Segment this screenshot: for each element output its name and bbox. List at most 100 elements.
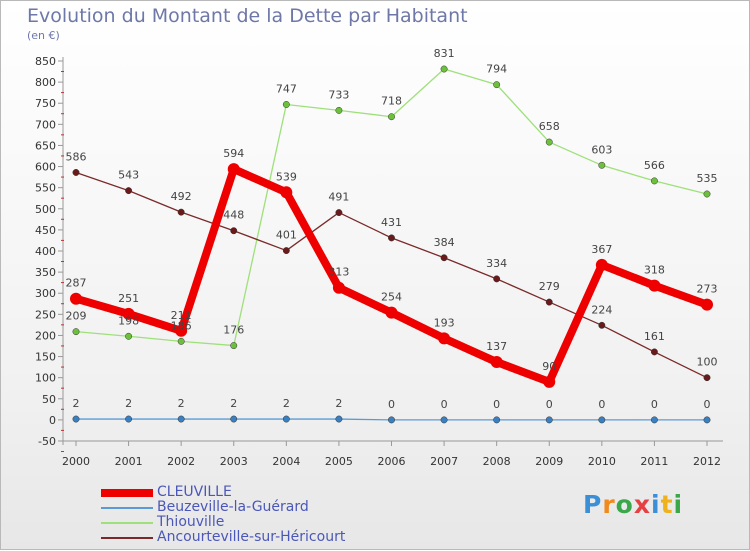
data-label: 273	[697, 283, 718, 296]
y-tick-label: 450	[35, 224, 56, 237]
x-tick-label: 2006	[378, 455, 406, 468]
y-tick-label: 100	[35, 372, 56, 385]
legend-label: Beuzeville-la-Guérard	[157, 499, 309, 515]
y-tick-label: 700	[35, 118, 56, 131]
data-point	[177, 337, 185, 345]
data-point	[545, 298, 553, 306]
data-label: 100	[697, 356, 718, 369]
series-line-3	[75, 171, 708, 379]
data-point	[282, 247, 290, 255]
data-point	[493, 275, 501, 283]
data-label: 492	[171, 190, 192, 203]
data-label: 0	[388, 398, 395, 411]
data-point	[72, 415, 80, 423]
data-label: 0	[704, 398, 711, 411]
data-label: 279	[539, 280, 560, 293]
legend-swatch	[101, 522, 153, 524]
logo-letter: x	[633, 490, 651, 519]
logo-letter: o	[615, 490, 634, 519]
data-point	[703, 190, 711, 198]
x-tick-label: 2012	[693, 455, 721, 468]
data-point	[282, 101, 290, 108]
data-point	[493, 416, 501, 424]
data-label: 90	[542, 360, 556, 373]
x-tick-label: 2003	[220, 455, 248, 468]
y-tick-label: 50	[42, 393, 56, 406]
data-label: 287	[66, 277, 87, 290]
data-label: 384	[434, 236, 455, 249]
data-point	[177, 415, 185, 423]
data-point	[703, 374, 711, 382]
x-tick-label: 2007	[430, 455, 458, 468]
data-point	[388, 234, 395, 242]
legend-item: CLEUVILLE	[101, 485, 401, 500]
data-label: 658	[539, 120, 560, 133]
data-point	[650, 416, 658, 424]
data-point	[72, 328, 80, 336]
data-point	[125, 332, 133, 340]
data-point	[598, 321, 606, 329]
x-tick-label: 2001	[115, 455, 143, 468]
data-label: 224	[591, 303, 612, 316]
x-tick-label: 2009	[535, 455, 563, 468]
data-point	[703, 416, 711, 424]
x-tick-label: 2008	[483, 455, 511, 468]
y-tick-label: 200	[35, 329, 56, 342]
y-tick-label: 600	[35, 161, 56, 174]
data-label: 747	[276, 82, 297, 95]
chart-subtitle: (en €)	[27, 29, 60, 42]
data-point	[388, 113, 395, 121]
logo-letter: P	[583, 490, 603, 519]
y-tick-label: 550	[35, 182, 56, 195]
legend-swatch	[101, 537, 153, 539]
data-label: 0	[493, 398, 500, 411]
data-point	[175, 324, 188, 337]
data-point	[282, 415, 290, 423]
data-label: 543	[118, 169, 139, 182]
data-point	[598, 416, 606, 424]
y-tick-label: 250	[35, 308, 56, 321]
data-point	[543, 375, 556, 388]
x-tick-label: 2004	[272, 455, 300, 468]
data-point	[335, 106, 343, 114]
data-point	[438, 332, 451, 345]
x-tick-label: 2002	[167, 455, 195, 468]
data-label: 251	[118, 292, 139, 305]
y-tick-label: 500	[35, 203, 56, 216]
legend-item: Thiouville	[101, 515, 401, 530]
y-tick-label: 400	[35, 245, 56, 258]
data-point	[70, 292, 82, 305]
data-point	[490, 356, 503, 369]
data-label: 401	[276, 229, 297, 242]
y-tick-label: -50	[38, 435, 56, 448]
data-label: 2	[283, 397, 290, 410]
data-label: 0	[651, 398, 658, 411]
logo-letter: i	[651, 490, 661, 519]
data-label: 535	[697, 172, 718, 185]
data-point	[332, 281, 345, 294]
data-point	[598, 161, 606, 169]
data-label: 448	[223, 209, 244, 222]
y-tick-label: 150	[35, 351, 56, 364]
legend-label: Ancourteville-sur-Héricourt	[157, 529, 346, 545]
data-label: 794	[486, 63, 507, 76]
data-point	[72, 169, 80, 176]
data-point	[125, 415, 133, 423]
data-label: 198	[118, 314, 139, 327]
x-tick-label: 2000	[62, 455, 90, 468]
legend-item: Ancourteville-sur-Héricourt	[101, 530, 401, 545]
data-label: 254	[381, 291, 402, 304]
data-point	[440, 254, 448, 262]
data-label: 334	[486, 257, 507, 270]
data-label: 718	[381, 95, 402, 108]
y-tick-label: 350	[35, 266, 56, 279]
data-label: 176	[223, 324, 244, 337]
proxiti-logo: Proxiti	[583, 490, 683, 519]
data-label: 313	[328, 266, 349, 279]
data-label: 831	[434, 47, 455, 60]
data-label: 2	[125, 397, 132, 410]
data-label: 594	[223, 147, 244, 160]
data-point	[280, 186, 293, 199]
data-point	[177, 208, 185, 216]
